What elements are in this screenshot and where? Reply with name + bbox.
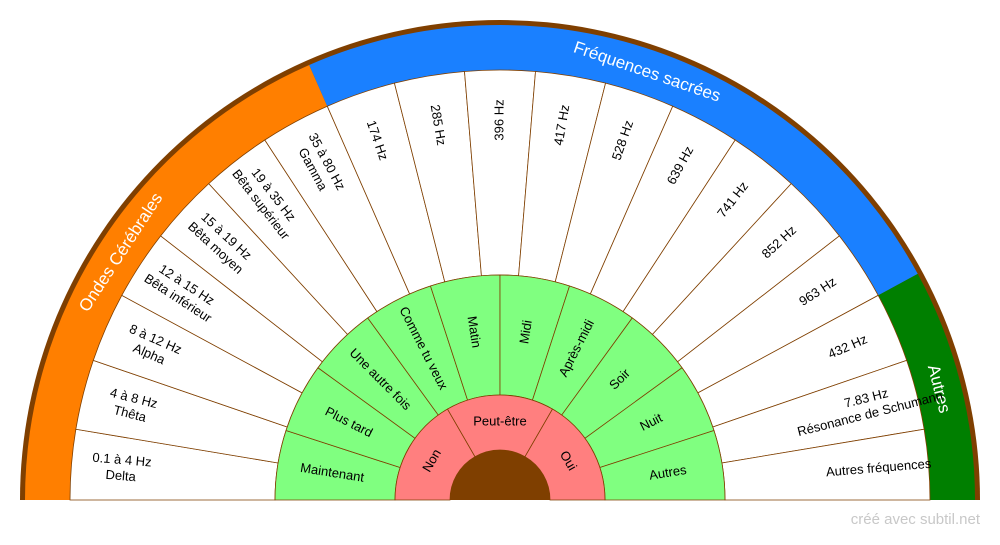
outer-sector-label: 285 Hz xyxy=(428,103,450,146)
band xyxy=(309,24,918,296)
middle-sector-label: Midi xyxy=(516,319,535,345)
middle-sector-label-group: Matin xyxy=(465,315,485,349)
outer-sector-label-group: 417 Hz xyxy=(551,103,573,146)
inner-sector-label: Peut-être xyxy=(473,413,526,428)
middle-sector-label-group: Midi xyxy=(516,319,535,345)
inner-sector-label-group: Peut-être xyxy=(473,413,526,428)
middle-sector-label-group: Autres xyxy=(648,462,688,483)
footer: créé avec subtil.net xyxy=(851,511,981,528)
outer-sector-label: 417 Hz xyxy=(551,103,573,146)
inner-sector xyxy=(524,408,606,501)
outer-sector-label: Delta xyxy=(105,467,137,485)
middle-sector-label: Autres xyxy=(648,462,688,483)
outer-sector-label: 396 Hz xyxy=(491,99,506,140)
band xyxy=(25,65,328,501)
outer-sector-label: 0.1 à 4 Hz xyxy=(92,450,152,470)
middle-sector-label: Matin xyxy=(465,315,485,349)
band xyxy=(878,273,975,500)
outer-sector-label-group: 396 Hz xyxy=(491,99,506,140)
outer-sector-label-group: 285 Hz xyxy=(428,103,450,146)
